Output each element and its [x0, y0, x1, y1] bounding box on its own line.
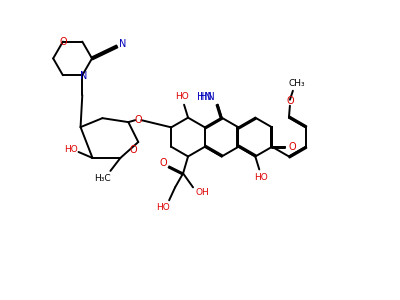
Text: H₃C: H₃C [94, 174, 111, 183]
Text: O: O [286, 96, 294, 106]
Text: O: O [130, 145, 137, 155]
Text: HO: HO [175, 92, 189, 101]
Text: N: N [80, 71, 87, 81]
Text: O: O [288, 142, 296, 152]
Text: N: N [119, 39, 126, 49]
Text: HO: HO [64, 145, 78, 154]
Text: O: O [134, 115, 142, 125]
Text: HO: HO [254, 173, 268, 182]
Text: O: O [159, 158, 167, 168]
Text: OH: OH [195, 188, 209, 197]
Text: O: O [59, 37, 67, 46]
Text: CH₃: CH₃ [288, 79, 305, 88]
Text: HN: HN [197, 92, 212, 102]
Text: HN: HN [200, 92, 215, 102]
Text: HO: HO [156, 203, 170, 212]
